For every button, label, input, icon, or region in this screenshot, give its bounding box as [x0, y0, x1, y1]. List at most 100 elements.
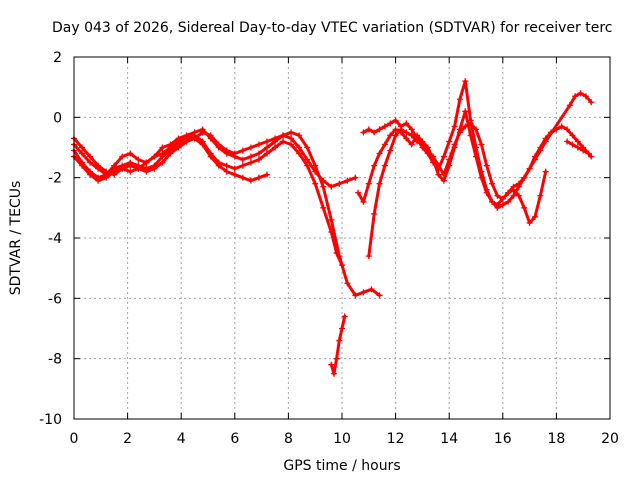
data-point: [371, 210, 378, 217]
data-point: [328, 361, 335, 368]
data-point: [239, 147, 246, 154]
data-point: [304, 144, 311, 151]
data-point: [344, 280, 351, 287]
data-point: [231, 150, 238, 157]
data-point: [424, 147, 431, 154]
y-tick-label: 0: [53, 110, 62, 126]
data-point: [537, 192, 544, 199]
data-point: [175, 144, 182, 151]
data-point: [296, 150, 303, 157]
data-point: [510, 192, 517, 199]
data-point: [446, 138, 453, 145]
data-point: [365, 126, 372, 133]
data-point: [387, 132, 394, 139]
series-line: [361, 79, 593, 210]
data-point: [494, 192, 501, 199]
data-point: [462, 78, 469, 85]
data-point: [79, 159, 86, 166]
data-point: [183, 138, 190, 145]
data-point: [365, 180, 372, 187]
data-point: [159, 144, 166, 151]
x-axis-label: GPS time / hours: [283, 458, 400, 474]
series-track-g: [360, 78, 595, 211]
data-point: [336, 253, 343, 260]
data-point: [207, 153, 214, 160]
y-tick-label: -2: [48, 171, 62, 187]
data-point: [352, 292, 359, 299]
data-point: [451, 141, 458, 148]
data-point: [414, 138, 421, 145]
data-point: [569, 132, 576, 139]
data-point: [564, 138, 571, 145]
data-point: [392, 126, 399, 133]
x-tick-label: 10: [333, 431, 351, 447]
data-point: [215, 141, 222, 148]
data-point: [397, 126, 404, 133]
data-point: [564, 126, 571, 133]
data-point: [288, 135, 295, 142]
x-tick-label: 2: [123, 431, 132, 447]
data-point: [585, 150, 592, 157]
data-point: [223, 147, 230, 154]
y-tick-label: -10: [39, 412, 62, 428]
data-point: [79, 144, 86, 151]
data-point: [430, 153, 437, 160]
data-point: [247, 153, 254, 160]
data-point: [440, 171, 447, 178]
data-point: [408, 141, 415, 148]
data-point: [510, 186, 517, 193]
data-point: [87, 168, 94, 175]
data-point: [239, 174, 246, 181]
data-point: [119, 153, 126, 160]
data-point: [263, 144, 270, 151]
data-point: [582, 93, 589, 100]
data-point: [320, 183, 327, 190]
data-point: [456, 96, 463, 103]
data-point: [558, 123, 565, 130]
data-point: [403, 120, 410, 127]
data-point: [574, 144, 581, 151]
data-point: [304, 156, 311, 163]
data-point: [239, 162, 246, 169]
data-point: [239, 156, 246, 163]
data-point: [127, 168, 134, 175]
data-point: [207, 132, 214, 139]
data-point: [272, 135, 278, 142]
data-point: [569, 141, 576, 148]
data-point: [392, 132, 399, 139]
data-point: [489, 198, 496, 205]
data-point: [119, 165, 126, 172]
data-point: [478, 168, 485, 175]
data-point: [336, 180, 343, 187]
y-tick-label: -4: [48, 231, 62, 247]
data-point: [526, 219, 533, 226]
data-point: [355, 189, 362, 196]
data-point: [127, 150, 134, 157]
data-point: [272, 144, 278, 151]
data-point: [111, 171, 118, 178]
data-point: [588, 153, 595, 160]
data-point: [255, 174, 262, 181]
data-point: [521, 204, 528, 211]
data-point: [478, 141, 485, 148]
data-point: [263, 150, 270, 157]
chart-title: Day 043 of 2026, Sidereal Day-to-day VTE…: [52, 20, 612, 36]
data-point: [505, 189, 512, 196]
data-point: [135, 165, 142, 172]
data-point: [403, 129, 410, 136]
data-point: [199, 129, 206, 136]
data-point: [79, 150, 86, 157]
series-track-a: [71, 126, 359, 190]
data-point: [494, 204, 501, 211]
data-point: [320, 204, 327, 211]
data-point: [505, 198, 512, 205]
data-point: [435, 162, 442, 169]
data-point: [336, 337, 343, 344]
x-tick-label: 12: [387, 431, 405, 447]
data-point: [296, 144, 303, 151]
x-tick-label: 8: [284, 431, 293, 447]
data-point: [381, 162, 388, 169]
series-track-h: [365, 120, 549, 260]
data-point: [312, 162, 319, 169]
data-point: [542, 168, 549, 175]
